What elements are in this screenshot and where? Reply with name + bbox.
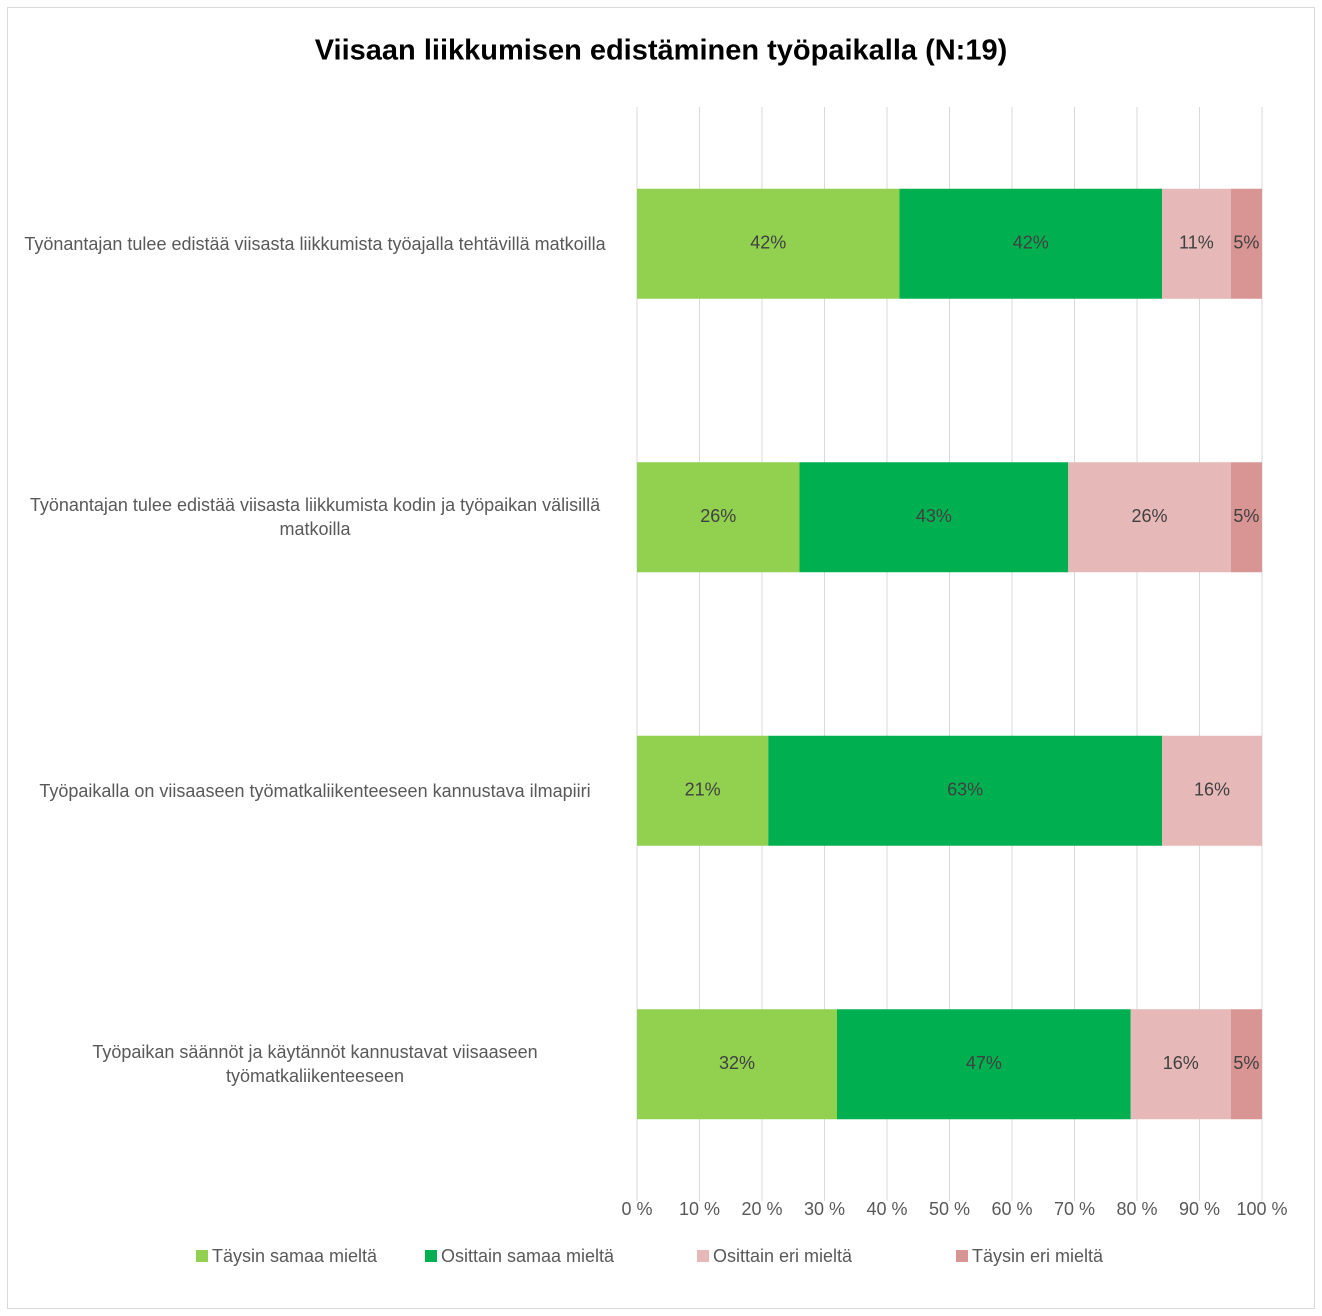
data-label: 32% — [719, 1053, 755, 1073]
legend-swatch — [697, 1250, 709, 1262]
x-tick-label: 80 % — [1116, 1199, 1157, 1219]
y-tick-label: Työpaikalla on viisaaseen työmatkaliiken… — [39, 780, 591, 801]
x-tick-label: 30 % — [804, 1199, 845, 1219]
legend-label: Täysin eri mieltä — [972, 1246, 1104, 1266]
x-tick-label: 0 % — [621, 1199, 652, 1219]
legend-label: Osittain eri mieltä — [713, 1246, 853, 1266]
bar-segment — [1162, 188, 1231, 299]
x-tick-label: 40 % — [866, 1199, 907, 1219]
data-label: 16% — [1163, 1053, 1199, 1073]
x-tick-label: 70 % — [1054, 1199, 1095, 1219]
data-label: 47% — [966, 1053, 1002, 1073]
bar-segment — [637, 1009, 837, 1120]
bar-segment — [1230, 1009, 1262, 1120]
legend-swatch — [196, 1250, 208, 1262]
x-tick-label: 10 % — [679, 1199, 720, 1219]
data-label: 42% — [1013, 233, 1049, 253]
bar-segment — [1230, 188, 1262, 299]
data-label: 42% — [750, 233, 786, 253]
data-label: 5% — [1233, 233, 1259, 253]
y-tick-label: Työnantajan tulee edistää viisasta liikk… — [24, 233, 606, 254]
legend-swatch — [956, 1250, 968, 1262]
bar-segment — [1230, 462, 1262, 573]
y-tick-label: Työpaikan säännöt ja käytännöt kannustav… — [92, 1042, 538, 1087]
x-tick-label: 90 % — [1179, 1199, 1220, 1219]
legend-label: Osittain samaa mieltä — [441, 1246, 615, 1266]
bar-segment — [768, 735, 1162, 846]
data-label: 5% — [1233, 506, 1259, 526]
x-tick-label: 20 % — [741, 1199, 782, 1219]
bar-segment — [637, 462, 800, 573]
bar-segment — [899, 188, 1162, 299]
x-tick-label: 60 % — [991, 1199, 1032, 1219]
chart-title: Viisaan liikkumisen edistäminen työpaika… — [315, 35, 1008, 67]
legend-label: Täysin samaa mieltä — [212, 1246, 378, 1266]
data-label: 26% — [1131, 506, 1167, 526]
x-tick-label: 100 % — [1236, 1199, 1287, 1219]
data-label: 16% — [1194, 780, 1230, 800]
bar-segment — [1130, 1009, 1231, 1120]
y-tick-label: Työnantajan tulee edistää viisasta liikk… — [29, 495, 601, 540]
bar-segment — [837, 1009, 1131, 1120]
bar-segment — [637, 188, 900, 299]
legend-swatch — [425, 1250, 437, 1262]
data-label: 21% — [685, 780, 721, 800]
data-label: 5% — [1233, 1053, 1259, 1073]
bar-segment — [1162, 735, 1262, 846]
data-label: 63% — [947, 780, 983, 800]
data-label: 11% — [1179, 233, 1214, 253]
bar-segment — [1068, 462, 1231, 573]
bar-segment — [799, 462, 1069, 573]
x-tick-label: 50 % — [929, 1199, 970, 1219]
data-label: 26% — [700, 506, 736, 526]
bar-segment — [637, 735, 769, 846]
data-label: 43% — [916, 506, 952, 526]
